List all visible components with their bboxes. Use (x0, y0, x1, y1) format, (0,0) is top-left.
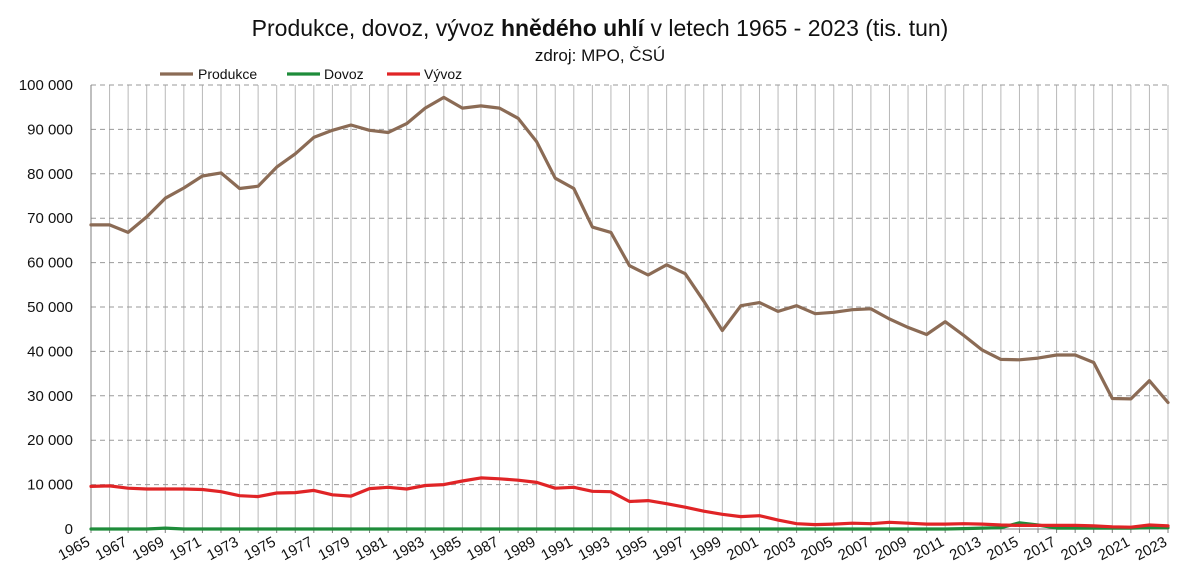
legend-item-produkce: Produkce (160, 66, 257, 82)
x-tick-label: 1967 (93, 534, 130, 565)
x-tick-label: 1977 (278, 534, 315, 565)
y-tick-label: 0 (65, 521, 73, 538)
chart-title: Produkce, dovoz, vývoz hnědého uhlí v le… (252, 15, 949, 41)
x-tick-label: 1999 (687, 534, 724, 565)
legend-item-vývoz: Vývoz (387, 66, 462, 82)
x-tick-label: 1989 (501, 534, 538, 565)
legend-item-dovoz: Dovoz (287, 66, 364, 82)
x-tick-label: 2017 (1021, 534, 1058, 565)
legend: Produkce Dovoz Vývoz (160, 66, 462, 82)
y-tick-label: 60 000 (27, 255, 73, 272)
x-tick-label: 1981 (353, 534, 390, 565)
x-tick-label: 1983 (390, 534, 427, 565)
x-tick-label: 2009 (872, 534, 909, 565)
chart-title-bold: hnědého uhlí (501, 15, 646, 41)
x-tick-label: 1993 (575, 534, 612, 565)
y-tick-label: 100 000 (19, 77, 73, 94)
x-tick-label: 1995 (612, 534, 649, 565)
x-tick-label: 1985 (427, 534, 464, 565)
y-tick-label: 90 000 (27, 121, 73, 138)
x-tick-label: 2013 (947, 534, 984, 565)
x-tick-label: 1969 (130, 534, 167, 565)
grid (90, 84, 1169, 529)
x-tick-label: 2015 (984, 534, 1021, 565)
y-tick-label: 10 000 (27, 477, 73, 494)
x-tick-label: 2011 (911, 534, 947, 564)
series-line-produkce (89, 95, 1170, 405)
chart-title-suffix: v letech 1965 - 2023 (tis. tun) (644, 15, 948, 41)
x-tick-label: 1979 (315, 534, 352, 565)
x-tick-label: 2005 (798, 534, 835, 565)
y-tick-label: 70 000 (27, 210, 73, 227)
x-tick-label: 1987 (464, 534, 501, 565)
y-tick-label: 40 000 (27, 343, 73, 360)
x-tick-label: 1997 (650, 534, 687, 565)
series-line-dovoz (89, 521, 1170, 531)
legend-label: Vývoz (424, 66, 462, 82)
x-tick-label: 2003 (761, 534, 798, 565)
y-tick-label: 50 000 (27, 299, 73, 316)
x-tick-label: 2019 (1058, 534, 1095, 565)
series-lines (89, 95, 1170, 531)
x-tick-label: 1971 (167, 534, 204, 565)
x-tick-label: 2001 (724, 534, 761, 565)
x-tick-label: 2021 (1095, 534, 1132, 565)
x-tick-label: 1965 (55, 534, 92, 565)
y-tick-label: 20 000 (27, 432, 73, 449)
x-tick-label: 2023 (1132, 534, 1169, 565)
chart-subtitle: zdroj: MPO, ČSÚ (535, 46, 665, 65)
x-tick-label: 1991 (538, 534, 575, 565)
x-tick-label: 2007 (835, 534, 872, 565)
x-tick-label: 1975 (241, 534, 278, 565)
series-line-vývoz (89, 476, 1170, 529)
y-tick-label: 30 000 (27, 388, 73, 405)
legend-label: Produkce (198, 66, 257, 82)
legend-label: Dovoz (324, 66, 364, 82)
chart-title-prefix: Produkce, dovoz, vývoz (252, 15, 501, 41)
x-tick-label: 1973 (204, 534, 241, 565)
y-tick-label: 80 000 (27, 166, 73, 183)
